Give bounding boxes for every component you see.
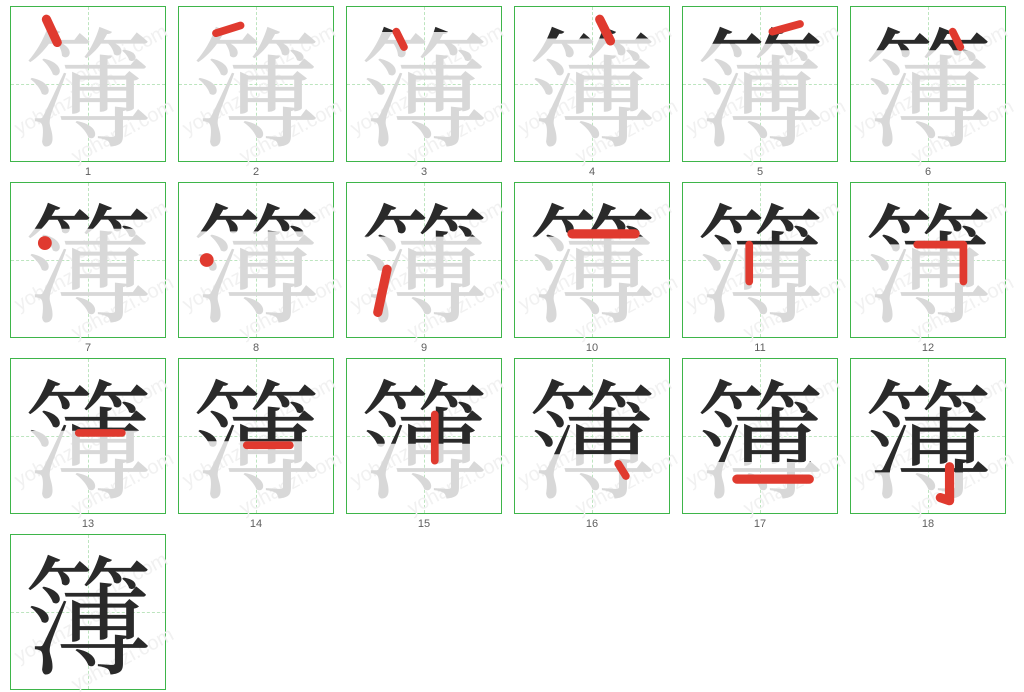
cell-number: 17 (754, 518, 766, 530)
cell-box: yohanzi.comyohanzi.comyohanzi.com簿簿 (682, 6, 838, 162)
cell-box: yohanzi.comyohanzi.comyohanzi.com簿簿 (346, 182, 502, 338)
cell-box: yohanzi.comyohanzi.comyohanzi.com簿簿 (514, 6, 670, 162)
cell-box: yohanzi.comyohanzi.comyohanzi.com簿簿 (346, 358, 502, 514)
cell-box: yohanzi.comyohanzi.comyohanzi.com簿簿 (178, 182, 334, 338)
cell-box: yohanzi.comyohanzi.comyohanzi.com簿 (10, 534, 166, 690)
glyph-ghost: 簿 (191, 16, 321, 146)
stroke-cell: yohanzi.comyohanzi.comyohanzi.com簿簿12 (850, 182, 1006, 338)
cell-box: yohanzi.comyohanzi.comyohanzi.com簿簿 (10, 182, 166, 338)
stroke-cell: yohanzi.comyohanzi.comyohanzi.com簿1 (10, 6, 166, 162)
stroke-cell: yohanzi.comyohanzi.comyohanzi.com簿簿5 (682, 6, 838, 162)
cell-box: yohanzi.comyohanzi.comyohanzi.com簿 (10, 6, 166, 162)
glyph-ink: 簿 (23, 544, 153, 674)
cell-number: 14 (250, 518, 262, 530)
cell-number: 15 (418, 518, 430, 530)
cell-box: yohanzi.comyohanzi.comyohanzi.com簿簿 (850, 182, 1006, 338)
stroke-cell: yohanzi.comyohanzi.comyohanzi.com簿簿9 (346, 182, 502, 338)
stroke-cell: yohanzi.comyohanzi.comyohanzi.com簿簿2 (178, 6, 334, 162)
glyph-ghost: 簿 (359, 16, 489, 146)
cell-box: yohanzi.comyohanzi.comyohanzi.com簿簿 (178, 6, 334, 162)
stroke-cell: yohanzi.comyohanzi.comyohanzi.com簿簿15 (346, 358, 502, 514)
cell-box: yohanzi.comyohanzi.comyohanzi.com簿簿 (850, 6, 1006, 162)
stroke-cell: yohanzi.comyohanzi.comyohanzi.com簿簿18 (850, 358, 1006, 514)
stroke-order-grid: yohanzi.comyohanzi.comyohanzi.com簿1yohan… (0, 0, 1024, 692)
cell-box: yohanzi.comyohanzi.comyohanzi.com簿簿 (514, 182, 670, 338)
stroke-cell: yohanzi.comyohanzi.comyohanzi.com簿簿4 (514, 6, 670, 162)
cell-box: yohanzi.comyohanzi.comyohanzi.com簿簿 (346, 6, 502, 162)
stroke-cell: yohanzi.comyohanzi.comyohanzi.com簿簿8 (178, 182, 334, 338)
stroke-cell: yohanzi.comyohanzi.comyohanzi.com簿簿6 (850, 6, 1006, 162)
cell-box: yohanzi.comyohanzi.comyohanzi.com簿簿 (178, 358, 334, 514)
cell-box: yohanzi.comyohanzi.comyohanzi.com簿簿 (514, 358, 670, 514)
stroke-cell: yohanzi.comyohanzi.comyohanzi.com簿19 (10, 534, 166, 690)
stroke-cell: yohanzi.comyohanzi.comyohanzi.com簿簿17 (682, 358, 838, 514)
glyph-ghost: 簿 (23, 16, 153, 146)
stroke-cell: yohanzi.comyohanzi.comyohanzi.com簿簿7 (10, 182, 166, 338)
stroke-cell: yohanzi.comyohanzi.comyohanzi.com簿簿14 (178, 358, 334, 514)
stroke-cell: yohanzi.comyohanzi.comyohanzi.com簿簿3 (346, 6, 502, 162)
stroke-cell: yohanzi.comyohanzi.comyohanzi.com簿簿11 (682, 182, 838, 338)
stroke-cell: yohanzi.comyohanzi.comyohanzi.com簿簿10 (514, 182, 670, 338)
cell-number: 18 (922, 518, 934, 530)
cell-box: yohanzi.comyohanzi.comyohanzi.com簿簿 (682, 358, 838, 514)
stroke-cell: yohanzi.comyohanzi.comyohanzi.com簿簿16 (514, 358, 670, 514)
cell-box: yohanzi.comyohanzi.comyohanzi.com簿簿 (682, 182, 838, 338)
cell-number: 16 (586, 518, 598, 530)
cell-box: yohanzi.comyohanzi.comyohanzi.com簿簿 (10, 358, 166, 514)
stroke-cell: yohanzi.comyohanzi.comyohanzi.com簿簿13 (10, 358, 166, 514)
cell-box: yohanzi.comyohanzi.comyohanzi.com簿簿 (850, 358, 1006, 514)
